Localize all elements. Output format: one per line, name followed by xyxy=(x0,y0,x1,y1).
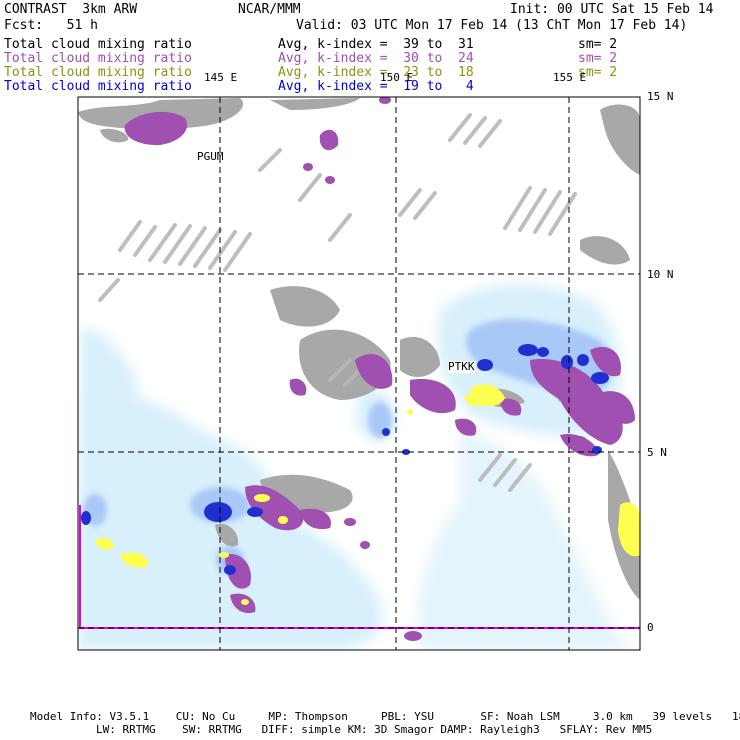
dark-blue-cloud-layer xyxy=(81,344,609,575)
model-info-line-2: LW: RRTMG SW: RRTMG DIFF: simple KM: 3D … xyxy=(96,723,653,736)
station-label-ptkk: PTKK xyxy=(448,360,475,373)
mid-blue-cloud-layer xyxy=(83,319,613,574)
purple-cloud-layer xyxy=(124,97,635,641)
field-1-sm: sm= 2 xyxy=(578,37,618,52)
init-time: Init: 00 UTC Sat 15 Feb 14 xyxy=(510,2,714,17)
gray-streak-layer xyxy=(98,113,582,492)
field-3-name: Total cloud mixing ratio xyxy=(4,65,192,80)
field-4-name: Total cloud mixing ratio xyxy=(4,79,192,94)
gray-cloud-layer xyxy=(78,98,640,600)
lon-label-150e: 150 E xyxy=(380,71,414,84)
field-2-sm: sm= 2 xyxy=(578,51,618,66)
domain-boundary-line xyxy=(79,505,640,629)
map-frame xyxy=(77,96,641,651)
lat-label-0: 0 xyxy=(647,621,654,634)
station-label-pgum: PGUM xyxy=(197,150,224,163)
yellow-cloud-layer xyxy=(95,384,640,605)
model-title: CONTRAST 3km ARW xyxy=(4,2,138,17)
field-3-sm: sm= 2 xyxy=(578,65,618,80)
lat-label-5n: 5 N xyxy=(647,446,667,459)
valid-time: Valid: 03 UTC Mon 17 Feb 14 (13 ChT Mon … xyxy=(296,18,688,33)
lon-label-155e: 155 E xyxy=(553,71,587,84)
field-1-range: Avg, k-index = 39 to 31 xyxy=(278,37,474,52)
field-3-range: Avg, k-index = 23 to 18 xyxy=(278,65,474,80)
lon-label-145e: 145 E xyxy=(204,71,238,84)
field-4-range: Avg, k-index = 19 to 4 xyxy=(278,79,474,94)
field-2-range: Avg, k-index = 30 to 24 xyxy=(278,51,474,66)
field-2-name: Total cloud mixing ratio xyxy=(4,51,192,66)
lat-label-10n: 10 N xyxy=(647,268,674,281)
field-1-name: Total cloud mixing ratio xyxy=(4,37,192,52)
forecast-hour: Fcst: 51 h xyxy=(4,18,98,33)
model-info-line-1: Model Info: V3.5.1 CU: No Cu MP: Thompso… xyxy=(30,710,740,723)
lat-lon-grid xyxy=(78,96,640,650)
light-blue-cloud-layer xyxy=(78,283,640,650)
center-title: NCAR/MMM xyxy=(238,2,301,17)
lat-label-15n: 15 N xyxy=(647,90,674,103)
